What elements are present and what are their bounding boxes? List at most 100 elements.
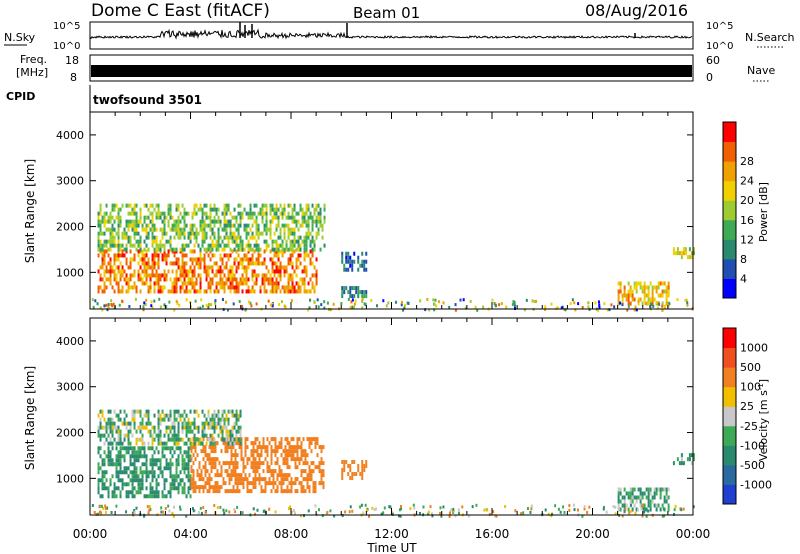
- power-cell: [309, 277, 312, 282]
- power-cell: [279, 273, 282, 278]
- power-cell: [241, 304, 244, 308]
- velocity-cell: [298, 461, 301, 466]
- velocity-cell: [200, 485, 203, 490]
- velocity-cell: [193, 441, 196, 446]
- velocity-cell: [145, 486, 148, 491]
- velocity-cell: [123, 409, 126, 414]
- velocity-cell: [274, 489, 277, 494]
- velocity-cell: [643, 507, 646, 512]
- velocity-cell: [639, 503, 642, 508]
- velocity-cell: [171, 474, 174, 479]
- power-cell: [239, 261, 242, 266]
- power-cell: [652, 304, 655, 308]
- power-cell: [185, 273, 188, 278]
- power-cell: [217, 207, 220, 212]
- velocity-cell: [113, 482, 116, 487]
- power-cell: [251, 247, 254, 252]
- power-cell: [109, 219, 112, 224]
- velocity-cell: [266, 453, 269, 458]
- velocity-cell: [218, 461, 221, 466]
- velocity-cell: [368, 514, 371, 518]
- power-cell: [217, 235, 220, 240]
- power-cell: [157, 281, 160, 286]
- power-cell: [249, 207, 252, 212]
- power-cell: [195, 257, 198, 262]
- velocity-cell: [308, 445, 311, 450]
- velocity-cell: [225, 425, 228, 430]
- velocity-cell: [629, 491, 632, 496]
- power-cell: [293, 203, 296, 208]
- power-cell: [127, 285, 130, 290]
- velocity-cell: [206, 457, 209, 462]
- velocity-cell: [157, 466, 160, 471]
- velocity-cell: [179, 437, 182, 442]
- power-cell: [233, 277, 236, 282]
- power-cell: [211, 269, 214, 274]
- power-cell: [283, 231, 286, 236]
- power-cell: [287, 227, 290, 232]
- velocity-cell: [294, 457, 297, 462]
- power-cell: [97, 247, 100, 252]
- velocity-cell: [280, 473, 283, 478]
- power-cell: [299, 243, 302, 248]
- velocity-cell: [300, 485, 303, 490]
- velocity-cell: [153, 425, 156, 430]
- power-cell: [149, 265, 152, 270]
- velocity-cell: [155, 494, 158, 499]
- velocity-cell: [101, 409, 104, 414]
- velocity-cell: [203, 425, 206, 430]
- power-cell: [221, 247, 224, 252]
- velocity-cell: [300, 514, 303, 518]
- power-cell: [245, 273, 248, 278]
- velocity-cell: [228, 473, 231, 478]
- power-cell: [181, 227, 184, 232]
- power-cell: [275, 265, 278, 270]
- power-cell: [175, 261, 178, 266]
- power-cell: [253, 269, 256, 274]
- power-cell: [203, 227, 206, 232]
- velocity-cell: [258, 441, 261, 446]
- velocity-cell: [193, 425, 196, 430]
- power-cell: [139, 207, 142, 212]
- velocity-cell: [227, 417, 230, 422]
- power-cell: [219, 285, 222, 290]
- velocity-cell: [201, 441, 204, 446]
- velocity-cell: [111, 441, 114, 446]
- velocity-cell: [240, 453, 243, 458]
- velocity-cell: [221, 433, 224, 438]
- power-cell: [241, 289, 244, 294]
- velocity-cell: [157, 413, 160, 418]
- velocity-cell: [262, 477, 265, 482]
- velocity-cell: [310, 437, 313, 442]
- power-cell: [117, 289, 120, 294]
- power-cell: [133, 231, 136, 236]
- velocity-cell: [153, 429, 156, 434]
- velocity-cell: [645, 507, 648, 512]
- velocity-cell: [234, 457, 237, 462]
- velocity-cell: [266, 449, 269, 454]
- power-cell: [303, 257, 306, 262]
- velocity-cell: [229, 437, 232, 442]
- velocity-cell: [270, 449, 273, 454]
- power-cell: [139, 211, 142, 216]
- power-cell: [291, 277, 294, 282]
- power-cell: [309, 211, 312, 216]
- velocity-cell: [234, 449, 237, 454]
- velocity-cell: [288, 449, 291, 454]
- velocity-cell: [173, 417, 176, 422]
- power-cell: [209, 211, 212, 216]
- power-cell: [219, 243, 222, 248]
- velocity-cell: [95, 512, 98, 516]
- velocity-cell: [290, 477, 293, 482]
- power-cell: [155, 247, 158, 252]
- power-cell: [271, 281, 274, 286]
- velocity-cell: [221, 417, 224, 422]
- power-cell: [281, 285, 284, 290]
- power-cell: [303, 253, 306, 258]
- velocity-cell: [97, 466, 100, 471]
- velocity-cell: [115, 486, 118, 491]
- power-cell: [287, 203, 290, 208]
- power-cell: [311, 247, 314, 252]
- power-cell: [617, 293, 620, 298]
- power-cell: [287, 211, 290, 216]
